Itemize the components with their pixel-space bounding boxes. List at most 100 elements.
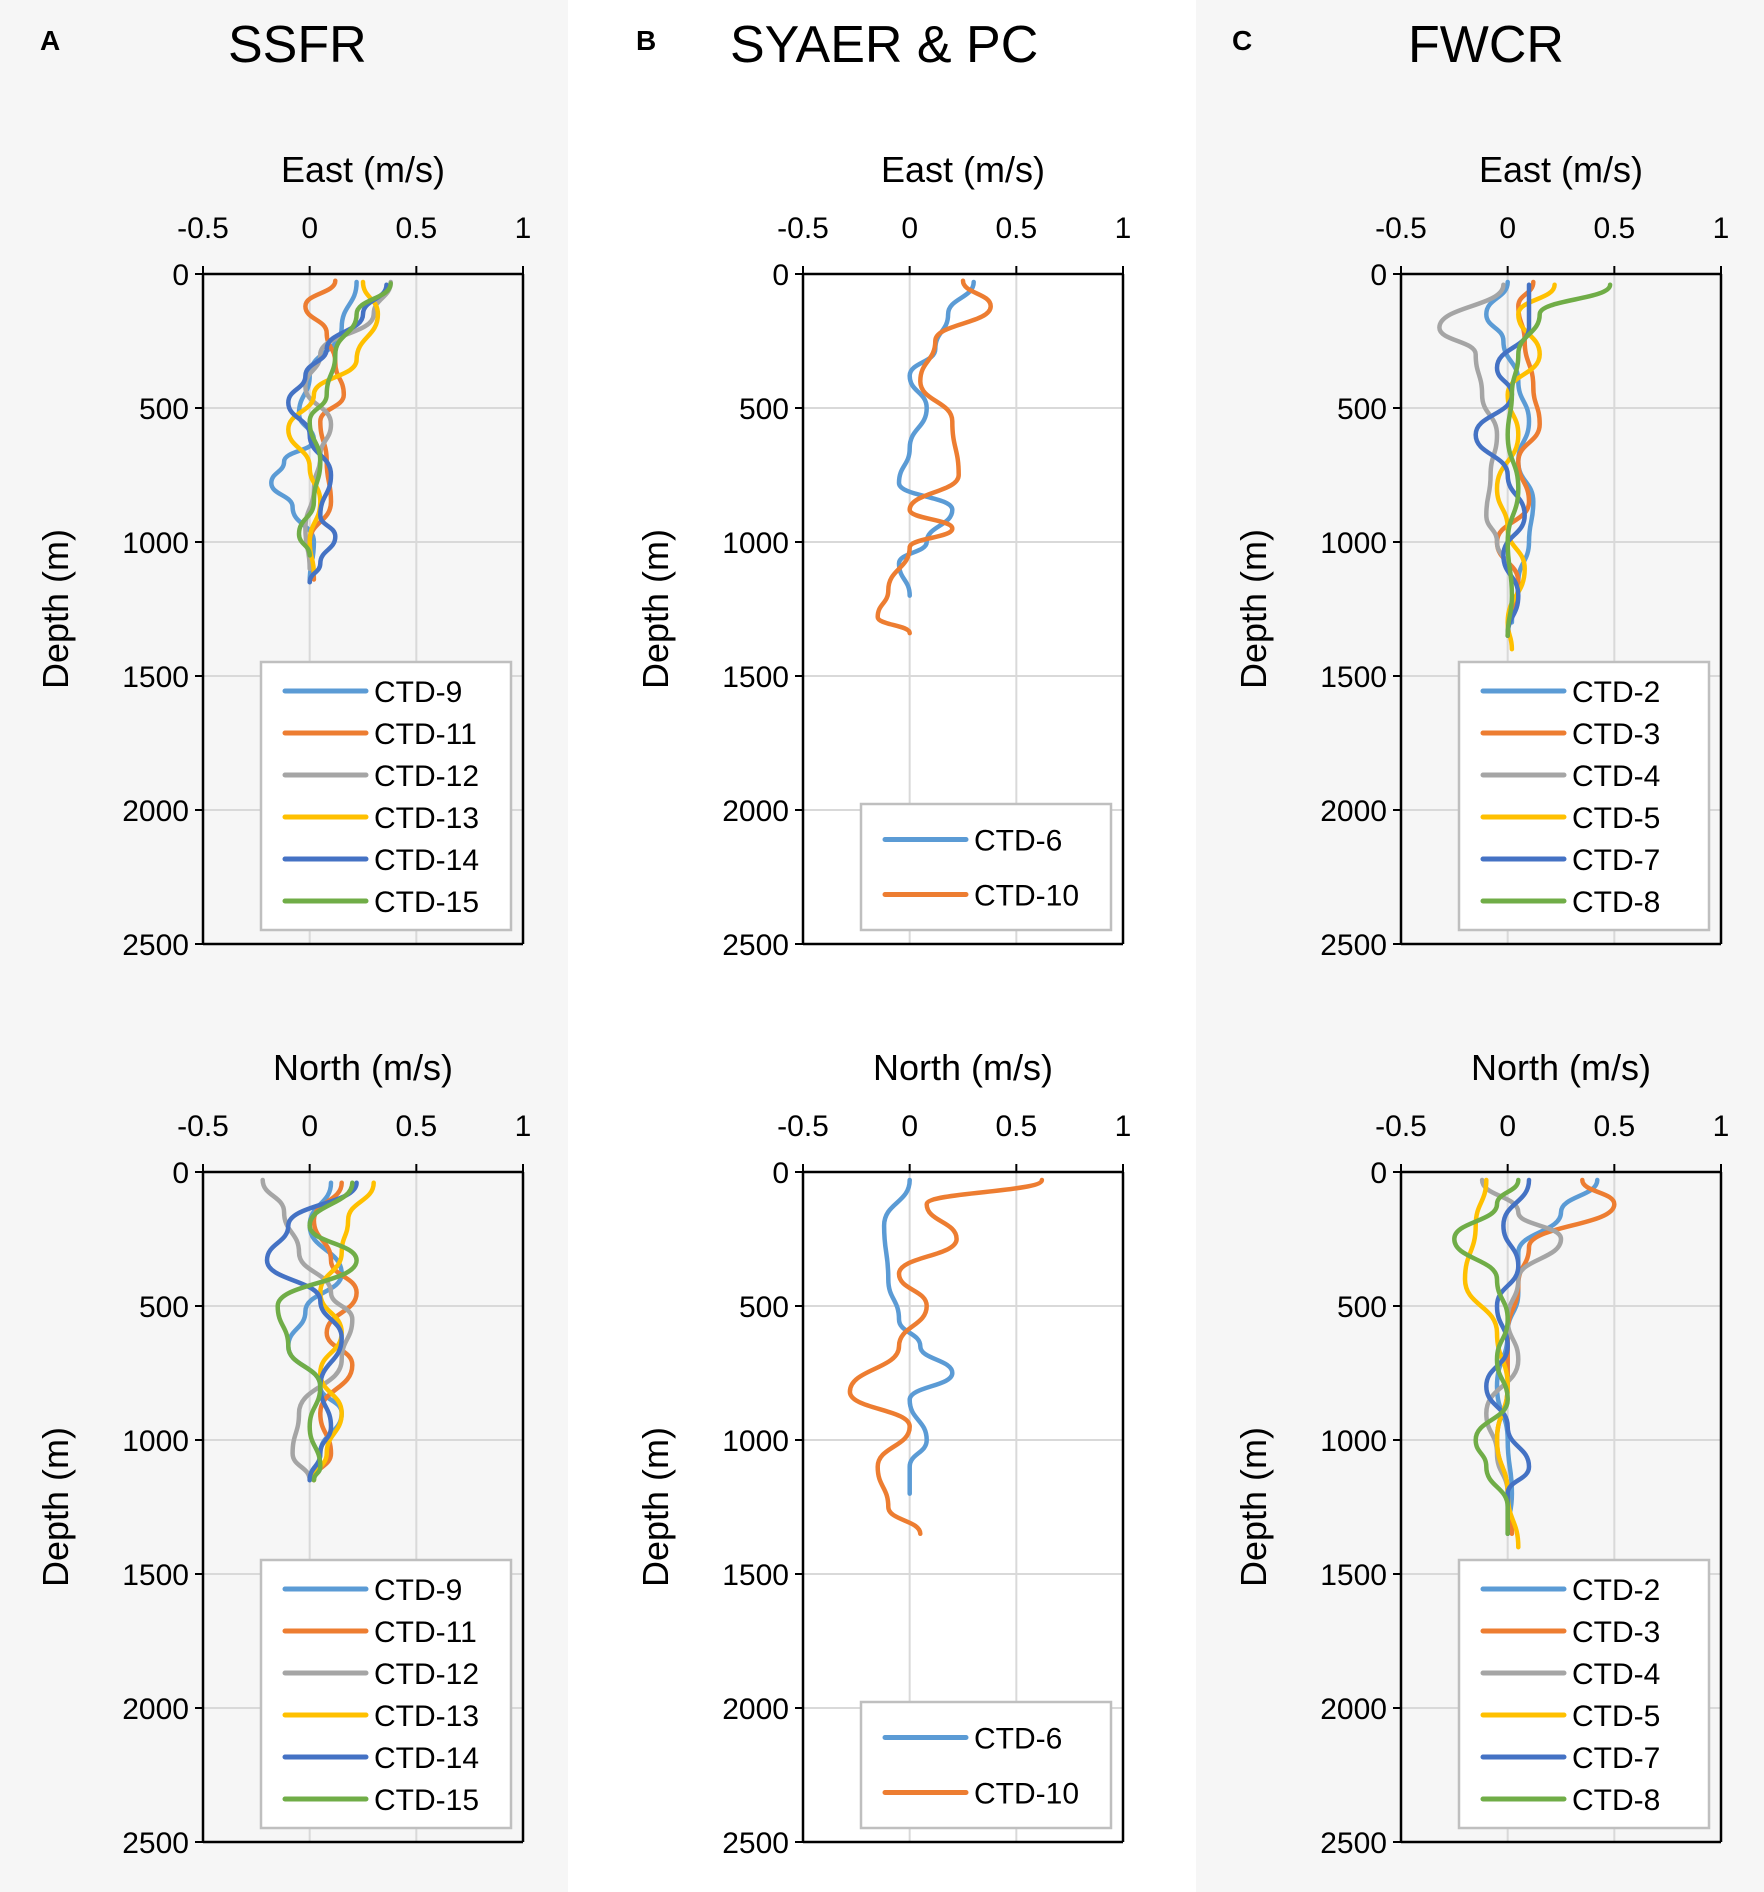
chart-a-north-xlabel: North (m/s): [273, 1047, 453, 1088]
chart-b-north: -0.5 0 0.5 1 0 500 1000 1500 2000 2500 North (m/s)…: [635, 1047, 1131, 1860]
chart-c-north-xlabel: North (m/s): [1471, 1047, 1651, 1088]
chart-a-east-ylabel: Depth (m): [35, 529, 76, 689]
chart-a-north-xtick-label: 0: [301, 1110, 318, 1143]
chart-a-east-ytick-label: 500: [139, 393, 189, 426]
chart-a-north-ytick-label: 1500: [122, 1559, 189, 1592]
chart-a-north-legend-label: CTD-14: [374, 1742, 479, 1775]
chart-a-east-legend-label: CTD-15: [374, 886, 479, 919]
chart-a-east-legend-label: CTD-11: [374, 718, 477, 751]
chart-c-east-legend: CTD-2 CTD-3 CTD-4 CTD-5 CTD-7 CTD-8: [1457, 660, 1711, 932]
chart-b-north-ytick-label: 2500: [722, 1827, 789, 1860]
panel-b-title: SYAER & PC: [730, 16, 1038, 74]
chart-a-north-series-ctd-14: [264, 1180, 359, 1483]
chart-a-east-series-ctd-15: [296, 281, 393, 558]
chart-c-north-ytick-label: 2500: [1320, 1827, 1387, 1860]
chart-c-east-legend-label: CTD-3: [1572, 718, 1660, 751]
chart-a-north: -0.5 0 0.5 1 0 500 1000 1500 2000 2500 North (m/s)…: [35, 1047, 531, 1860]
chart-a-east-legend-label: CTD-12: [374, 760, 479, 793]
panel-headers: A SSFR B SYAER & PC C FWCR: [40, 16, 1564, 74]
chart-b-north-legend: CTD-6 CTD-10: [859, 1700, 1113, 1830]
chart-a-north-ytick-label: 500: [139, 1291, 189, 1324]
chart-c-north-xtick-label: 0.5: [1593, 1110, 1635, 1143]
chart-b-north-legend-box: [859, 1700, 1113, 1830]
chart-a-north-ylabel: Depth (m): [35, 1427, 76, 1587]
chart-c-east-legend-label: CTD-8: [1572, 886, 1660, 919]
chart-c-north-legend-label: CTD-2: [1572, 1574, 1660, 1607]
chart-a-north-ytick-label: 1000: [122, 1425, 189, 1458]
chart-b-north-series-ctd-6: [881, 1177, 955, 1496]
chart-c-east-legend-label: CTD-4: [1572, 760, 1660, 793]
chart-c-east-xlabel: East (m/s): [1479, 149, 1643, 190]
chart-b-east-ytick-label: 1500: [722, 661, 789, 694]
chart-a-east-legend-box: [259, 660, 513, 932]
chart-c-east: -0.5 0 0.5 1 0 500 1000 1500 2000 2500 East (m/s) D…: [1233, 149, 1729, 962]
chart-b-north-xtick-label: 0: [901, 1110, 918, 1143]
chart-c-north-legend-label: CTD-3: [1572, 1616, 1660, 1649]
chart-a-east-xtick-label: 0.5: [395, 212, 437, 245]
chart-c-north-legend-box: [1457, 1558, 1711, 1830]
chart-c-east-legend-box: [1457, 660, 1711, 932]
chart-b-north-xtick-label: 1: [1115, 1110, 1132, 1143]
chart-a-east-ytick-label: 2000: [122, 795, 189, 828]
chart-b-east-xtick-label: -0.5: [777, 212, 829, 245]
chart-b-north-xtick-label: 0.5: [995, 1110, 1037, 1143]
chart-a-east-xtick-label: -0.5: [177, 212, 229, 245]
chart-a-east-xtick-label: 0: [301, 212, 318, 245]
chart-c-east-xtick-label: 0: [1499, 212, 1516, 245]
chart-a-north-series-ctd-13: [311, 1180, 376, 1483]
chart-c-north-legend: CTD-2 CTD-3 CTD-4 CTD-5 CTD-7 CTD-8: [1457, 1558, 1711, 1830]
chart-b-north-ylabel: Depth (m): [635, 1427, 676, 1587]
chart-c-north-legend-label: CTD-8: [1572, 1784, 1660, 1817]
chart-c-east-xtick-label: -0.5: [1375, 212, 1427, 245]
chart-a-east-legend: CTD-9 CTD-11 CTD-12 CTD-13 CTD-14 CTD-15: [259, 660, 513, 932]
chart-b-east-series-ctd-10: [875, 278, 993, 636]
chart-c-east-ylabel: Depth (m): [1233, 529, 1274, 689]
chart-a-north-ytick-label: 2000: [122, 1693, 189, 1726]
chart-c-north-ylabel: Depth (m): [1233, 1427, 1274, 1587]
chart-c-east-ytick-label: 1000: [1320, 527, 1387, 560]
chart-a-north-xtick-label: 0.5: [395, 1110, 437, 1143]
chart-a-north-xtick-label: 1: [515, 1110, 532, 1143]
chart-a-north-legend-label: CTD-11: [374, 1616, 477, 1649]
chart-b-east-ytick-label: 2000: [722, 795, 789, 828]
chart-b-east-legend-box: [859, 802, 1113, 932]
chart-a-north-legend-label: CTD-12: [374, 1658, 479, 1691]
chart-a-north-series-ctd-15: [275, 1180, 359, 1483]
chart-b-north-ytick-label: 1500: [722, 1559, 789, 1592]
chart-c-north-legend-label: CTD-4: [1572, 1658, 1660, 1691]
chart-a-east-ytick-label: 0: [172, 259, 189, 292]
chart-c-north-xtick-label: 0: [1499, 1110, 1516, 1143]
chart-c-east-series-ctd-8: [1505, 282, 1613, 639]
chart-b-east-ytick-label: 500: [739, 393, 789, 426]
chart-c-north-legend-label: CTD-7: [1572, 1742, 1660, 1775]
chart-b-north-ytick-label: 0: [772, 1157, 789, 1190]
chart-a-east-legend-label: CTD-14: [374, 844, 479, 877]
chart-b-east-ytick-label: 1000: [722, 527, 789, 560]
chart-a-east-series-ctd-13: [286, 279, 381, 577]
chart-c-east-ytick-label: 1500: [1320, 661, 1387, 694]
chart-c-east-legend-label: CTD-5: [1572, 802, 1660, 835]
chart-c-east-ytick-label: 2500: [1320, 929, 1387, 962]
chart-b-east-xtick-label: 0.5: [995, 212, 1037, 245]
chart-b-east-ylabel: Depth (m): [635, 529, 676, 689]
chart-c-north-ytick-label: 1500: [1320, 1559, 1387, 1592]
chart-a-north-legend-label: CTD-13: [374, 1700, 479, 1733]
chart-b-north-xtick-label: -0.5: [777, 1110, 829, 1143]
chart-a-east-xlabel: East (m/s): [281, 149, 445, 190]
chart-b-east-xlabel: East (m/s): [881, 149, 1045, 190]
chart-c-north-ytick-label: 2000: [1320, 1693, 1387, 1726]
panel-c-letter: C: [1232, 25, 1252, 56]
chart-a-north-legend-box: [259, 1558, 513, 1830]
chart-a-east-ytick-label: 1500: [122, 661, 189, 694]
chart-c-east-legend-label: CTD-2: [1572, 676, 1660, 709]
chart-b-east-ytick-label: 0: [772, 259, 789, 292]
chart-b-east-xtick-label: 0: [901, 212, 918, 245]
chart-c-east-ytick-label: 2000: [1320, 795, 1387, 828]
chart-c-north-series-ctd-8: [1452, 1177, 1521, 1537]
chart-a-east-ytick-label: 2500: [122, 929, 189, 962]
chart-b-north-legend-label: CTD-6: [974, 1723, 1062, 1756]
chart-a-north-xtick-label: -0.5: [177, 1110, 229, 1143]
chart-a-north-ytick-label: 0: [172, 1157, 189, 1190]
